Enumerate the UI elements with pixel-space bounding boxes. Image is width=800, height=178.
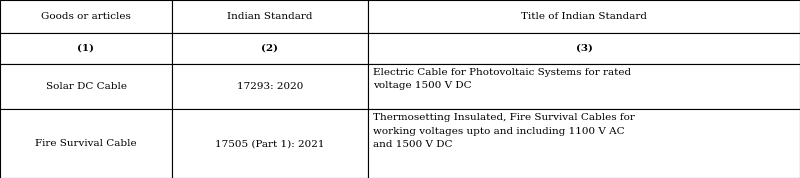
Text: Indian Standard: Indian Standard [227,12,313,21]
Bar [0,0,172,33]
Bar [0,64,172,109]
Text: 17293: 2020: 17293: 2020 [237,82,303,91]
Text: 17505 (Part 1): 2021: 17505 (Part 1): 2021 [215,139,325,148]
Text: Thermosetting Insulated, Fire Survival Cables for
working voltages upto and incl: Thermosetting Insulated, Fire Survival C… [373,113,634,149]
Bar [368,109,800,178]
Text: (1): (1) [78,44,94,53]
Bar [368,0,800,33]
Text: Solar DC Cable: Solar DC Cable [46,82,126,91]
Bar [172,33,368,64]
Text: (3): (3) [575,44,593,53]
Bar [368,33,800,64]
Text: Goods or articles: Goods or articles [41,12,131,21]
Bar [172,0,368,33]
Bar [0,109,172,178]
Bar [172,109,368,178]
Bar [0,33,172,64]
Text: Title of Indian Standard: Title of Indian Standard [521,12,647,21]
Bar [172,64,368,109]
Text: (2): (2) [262,44,278,53]
Bar [368,64,800,109]
Text: Fire Survival Cable: Fire Survival Cable [35,139,137,148]
Text: Electric Cable for Photovoltaic Systems for rated
voltage 1500 V DC: Electric Cable for Photovoltaic Systems … [373,68,631,90]
